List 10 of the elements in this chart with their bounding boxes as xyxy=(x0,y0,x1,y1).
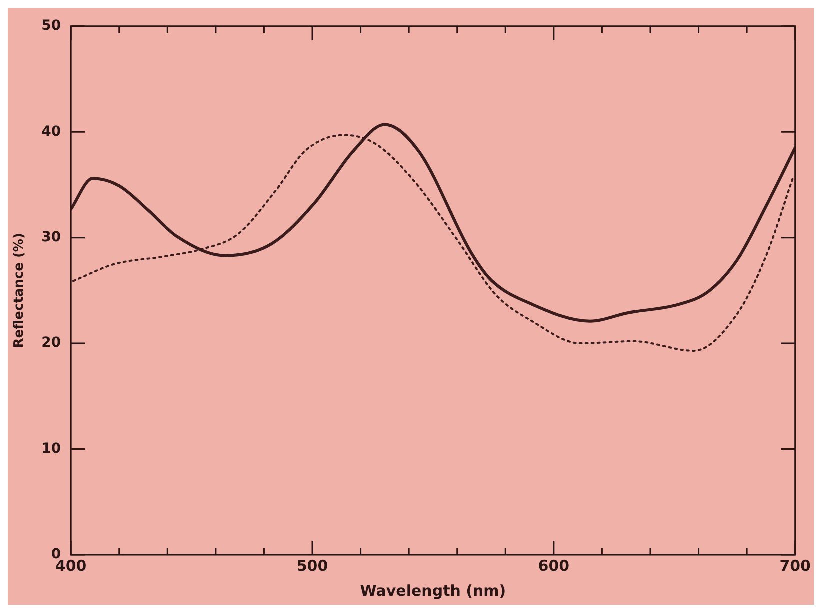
x-axis-title: Wavelength (nm) xyxy=(360,582,506,600)
x-tick-label: 600 xyxy=(538,556,570,575)
y-tick-label: 20 xyxy=(42,335,62,352)
x-tick-label: 700 xyxy=(780,556,811,575)
y-axis-title: Reflectance (%) xyxy=(12,233,28,348)
y-tick-label: 10 xyxy=(42,440,62,457)
x-tick-label: 500 xyxy=(296,556,328,575)
y-tick-label: 40 xyxy=(42,124,62,140)
y-tick-label: 50 xyxy=(42,18,62,34)
y-tick-label: 30 xyxy=(42,229,62,246)
